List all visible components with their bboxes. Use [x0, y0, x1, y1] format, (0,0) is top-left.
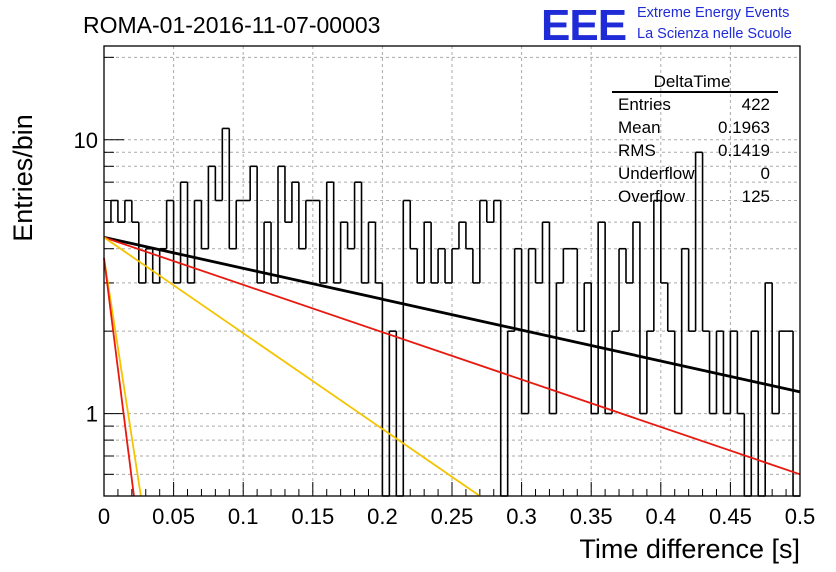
- fit-line: [103, 236, 801, 476]
- stats-row-value: 0: [761, 164, 770, 183]
- x-tick-label: 0.25: [431, 504, 474, 529]
- x-axis-label: Time difference [s]: [579, 534, 800, 564]
- x-tick-label: 0: [98, 504, 110, 529]
- stats-row-label: Overflow: [618, 187, 686, 206]
- x-tick-label: 0.3: [506, 504, 537, 529]
- stats-row-value: 422: [742, 95, 770, 114]
- plot-frame: [103, 45, 801, 497]
- y-axis-label: Entries/bin: [8, 114, 38, 242]
- chart-title: ROMA-01-2016-11-07-00003: [83, 12, 380, 38]
- stats-row-label: Entries: [618, 95, 671, 114]
- stats-title: DeltaTime: [654, 72, 731, 91]
- axes: [103, 56, 801, 497]
- x-tick-label: 0.45: [709, 504, 752, 529]
- stats-box: DeltaTime Entries 422 Mean 0.1963 RMS 0.1419 U…: [612, 72, 778, 206]
- stats-row-label: Underflow: [618, 164, 695, 183]
- fit-line: [103, 257, 142, 497]
- stats-row-value: 0.1419: [718, 141, 770, 160]
- fit-line: [103, 236, 801, 394]
- stats-rows: Entries 422 Mean 0.1963 RMS 0.1419 Underflow 0 O…: [618, 95, 770, 206]
- fit-line: [103, 257, 135, 497]
- stats-row-label: RMS: [618, 141, 656, 160]
- y-tick-labels: 1 10: [74, 128, 98, 427]
- eee-logo: EEE Extreme Energy Events La Scienza nel…: [541, 1, 792, 50]
- stats-row-value: 0.1963: [718, 118, 770, 137]
- eee-line-1: Extreme Energy Events: [637, 5, 789, 21]
- stats-row-value: 125: [742, 187, 770, 206]
- x-tick-label: 0.2: [367, 504, 398, 529]
- x-tick-label: 0.05: [152, 504, 195, 529]
- x-tick-label: 0.35: [570, 504, 613, 529]
- x-tick-label: 0.1: [228, 504, 259, 529]
- y-tick-label: 10: [74, 128, 98, 153]
- eee-line-2: La Scienza nelle Scuole: [637, 26, 792, 42]
- x-tick-label: 0.15: [291, 504, 334, 529]
- fit-line: [103, 236, 481, 497]
- y-tick-label: 1: [86, 402, 98, 427]
- x-tick-label: 0.5: [785, 504, 816, 529]
- x-tick-labels: 0 0.05 0.1 0.15 0.2 0.25 0.3 0.35 0.4 0.45 0.5: [98, 504, 815, 529]
- stats-row-label: Mean: [618, 118, 661, 137]
- eee-logo-text: EEE: [541, 1, 626, 50]
- fit-lines: [103, 236, 801, 497]
- x-tick-label: 0.4: [646, 504, 677, 529]
